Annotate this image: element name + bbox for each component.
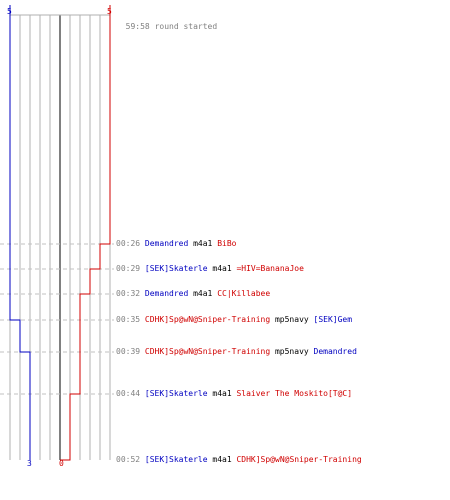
blue-team-alive-line — [9, 5, 31, 460]
round-start-text: round started — [154, 22, 218, 31]
event-time: 00:26 — [116, 239, 141, 248]
event-time: 00:35 — [116, 315, 141, 324]
kill-event-row: 00:52 [SEK]Skaterle m4a1 CDHK]Sp@wN@Snip… — [116, 455, 362, 465]
event-victim: =HIV=BananaJoe — [236, 264, 304, 273]
event-weapon: m4a1 — [212, 264, 232, 273]
event-victim: Demandred — [313, 347, 357, 356]
kill-event-row: 00:32 Demandred m4a1 CC|Killabee — [116, 289, 270, 299]
event-victim: CDHK]Sp@wN@Sniper-Training — [236, 455, 362, 464]
event-killer: [SEK]Skaterle — [144, 455, 208, 464]
kill-event-row: 00:29 [SEK]Skaterle m4a1 =HIV=BananaJoe — [116, 264, 304, 274]
kill-event-row: 00:39 CDHK]Sp@wN@Sniper-Training mp5navy… — [116, 347, 357, 357]
blue-start-count: 5 — [7, 7, 12, 16]
blue-end-count: 3 — [27, 459, 32, 468]
event-killer: Demandred — [144, 289, 189, 298]
round-start-time: 59:58 — [125, 22, 150, 31]
event-killer: [SEK]Skaterle — [144, 389, 208, 398]
event-killer: [SEK]Skaterle — [144, 264, 208, 273]
event-weapon: mp5navy — [274, 315, 309, 324]
event-weapon: m4a1 — [193, 289, 213, 298]
event-time: 00:29 — [116, 264, 141, 273]
event-killer: CDHK]Sp@wN@Sniper-Training — [144, 347, 271, 356]
red-team-alive-line — [60, 5, 111, 461]
event-time: 00:39 — [116, 347, 141, 356]
event-killer: Demandred — [144, 239, 189, 248]
event-weapon: m4a1 — [212, 455, 232, 464]
kill-event-row: 00:26 Demandred m4a1 BiBo — [116, 239, 236, 249]
kill-event-row: 00:35 CDHK]Sp@wN@Sniper-Training mp5navy… — [116, 315, 352, 325]
event-victim: Slaiver The Moskito[T@C] — [236, 389, 353, 398]
event-weapon: m4a1 — [212, 389, 232, 398]
red-start-count: 5 — [107, 7, 112, 16]
event-time: 00:44 — [116, 389, 141, 398]
event-killer: CDHK]Sp@wN@Sniper-Training — [144, 315, 271, 324]
event-victim: CC|Killabee — [217, 289, 271, 298]
kill-event-row: 00:44 [SEK]Skaterle m4a1 Slaiver The Mos… — [116, 389, 352, 399]
event-weapon: mp5navy — [274, 347, 309, 356]
event-victim: BiBo — [217, 239, 237, 248]
event-weapon: m4a1 — [193, 239, 213, 248]
red-end-count: 0 — [59, 459, 64, 468]
event-victim: [SEK]Gem — [313, 315, 353, 324]
event-time: 00:32 — [116, 289, 141, 298]
round-start-label: 59:58 round started — [116, 12, 218, 32]
event-time: 00:52 — [116, 455, 141, 464]
